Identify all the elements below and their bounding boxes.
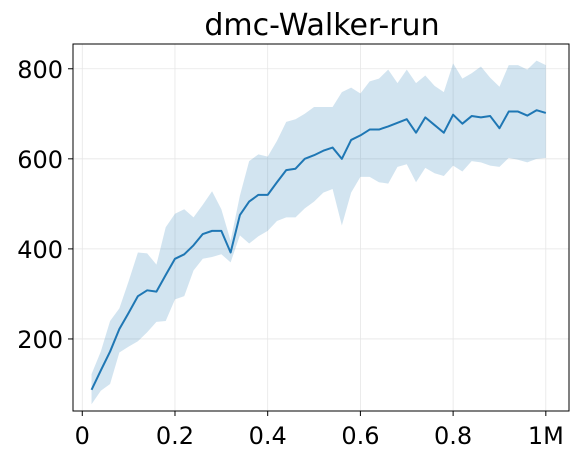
series-line: [90, 109, 547, 391]
confidence-band-layer: [91, 60, 546, 405]
x-tick-label: 0.2: [156, 422, 194, 450]
x-tick-label: 0.8: [434, 422, 472, 450]
y-tick-label: 600: [17, 146, 63, 174]
axes: [72, 43, 570, 412]
y-tick-label: 800: [17, 56, 63, 84]
grid: [73, 44, 569, 411]
chart-title: dmc-Walker-run: [204, 8, 439, 43]
x-tick-label: 1M: [528, 422, 564, 450]
y-axis-ticks: 200 400 600 800: [17, 56, 73, 354]
x-tick-label: 0: [75, 422, 90, 450]
x-tick-label: 0.4: [249, 422, 287, 450]
series-line-layer: [90, 109, 547, 391]
x-tick-label: 0.6: [341, 422, 379, 450]
y-tick-label: 200: [17, 326, 63, 354]
plot-frame: [72, 43, 570, 412]
x-axis-ticks: 0 0.2 0.4 0.6 0.8 1M: [75, 411, 564, 450]
y-tick-label: 400: [17, 236, 63, 264]
confidence-band: [91, 60, 546, 405]
